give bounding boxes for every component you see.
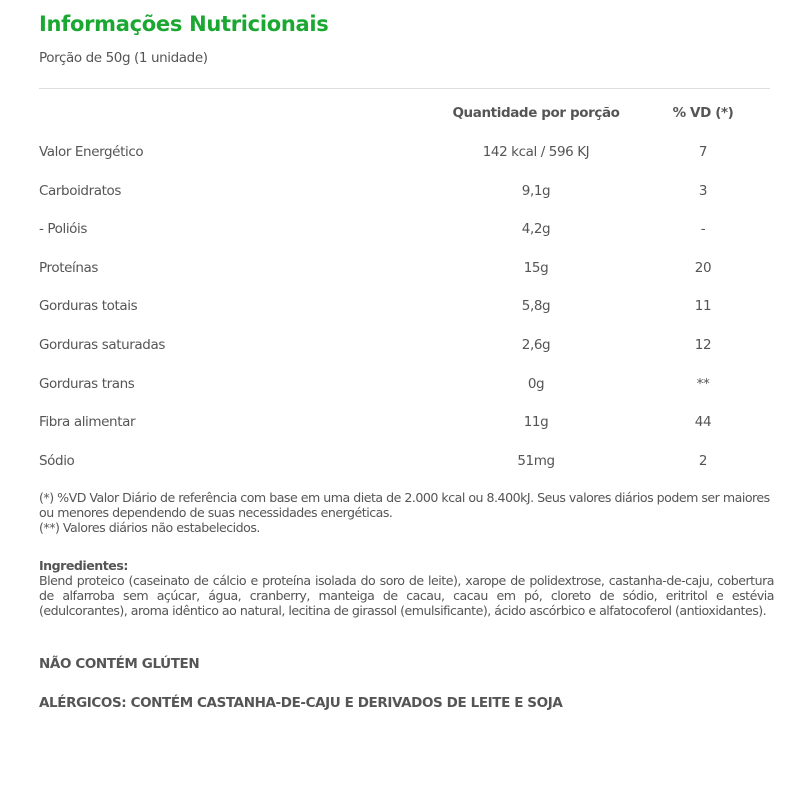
ingredients-text: Blend proteico (caseinato de cálcio e pr… <box>39 573 775 618</box>
footnotes: (*) %VD Valor Diário de referência com b… <box>39 490 774 535</box>
quantity-value: 0g <box>527 375 545 392</box>
nutrient-name: Valor Energético <box>39 144 144 160</box>
nutrient-name: Sódio <box>39 452 75 469</box>
vd-value: - <box>700 221 706 238</box>
footnote-vd: (*) %VD Valor Diário de referência com b… <box>39 490 770 520</box>
ingredients: Ingredientes: Blend proteico (caseinato … <box>39 558 775 618</box>
nutrient-name: Gorduras totais <box>39 298 138 315</box>
vd-value: 20 <box>694 259 712 276</box>
table-row: Carboidratos 9,1g 3 <box>39 183 770 203</box>
quantity-value: 11g <box>523 414 549 431</box>
column-header-vd: % VD (*) <box>672 105 734 121</box>
table-row: Fibra alimentar 11g 44 <box>39 414 770 434</box>
gluten-notice: NÃO CONTÉM GLÚTEN <box>39 656 200 672</box>
vd-value: ** <box>696 375 710 392</box>
quantity-value: 9,1g <box>521 182 551 199</box>
quantity-value: 4,2g <box>521 221 551 238</box>
ingredients-heading: Ingredientes: <box>39 558 128 573</box>
table-header: Quantidade por porção % VD (*) <box>39 105 770 125</box>
vd-value: 2 <box>698 452 708 469</box>
quantity-value: 51mg <box>517 452 555 469</box>
column-header-quantity: Quantidade por porção <box>452 105 620 121</box>
vd-value: 3 <box>698 182 708 199</box>
vd-value: 7 <box>698 144 708 160</box>
quantity-value: 2,6g <box>521 337 551 353</box>
table-row: Gorduras trans 0g ** <box>39 376 770 396</box>
table-row: Sódio 51mg 2 <box>39 453 770 473</box>
vd-value: 11 <box>694 298 712 315</box>
divider <box>39 88 770 89</box>
nutrient-name: Proteínas <box>39 259 99 276</box>
quantity-value: 5,8g <box>521 298 551 315</box>
vd-value: 12 <box>694 337 712 353</box>
table-row: Proteínas 15g 20 <box>39 260 770 280</box>
table-row: Gorduras totais 5,8g 11 <box>39 298 770 318</box>
quantity-value: 15g <box>523 259 549 276</box>
nutrient-name: Fibra alimentar <box>39 414 136 431</box>
vd-value: 44 <box>694 414 712 431</box>
table-row: Gorduras saturadas 2,6g 12 <box>39 337 770 357</box>
table-row: Valor Energético 142 kcal / 596 KJ 7 <box>39 144 770 164</box>
footnote-nd: (**) Valores diários não estabelecidos. <box>39 520 260 535</box>
table-row: - Polióis 4,2g - <box>39 221 770 241</box>
nutrient-name: - Polióis <box>39 221 88 238</box>
nutrient-name: Gorduras saturadas <box>39 337 165 353</box>
page-title: Informações Nutricionais <box>39 12 329 36</box>
portion-size: Porção de 50g (1 unidade) <box>39 50 208 66</box>
nutrient-name: Carboidratos <box>39 182 122 199</box>
allergen-notice: ALÉRGICOS: CONTÉM CASTANHA-DE-CAJU E DER… <box>39 695 563 711</box>
nutrient-name: Gorduras trans <box>39 375 135 392</box>
quantity-value: 142 kcal / 596 KJ <box>482 144 590 160</box>
